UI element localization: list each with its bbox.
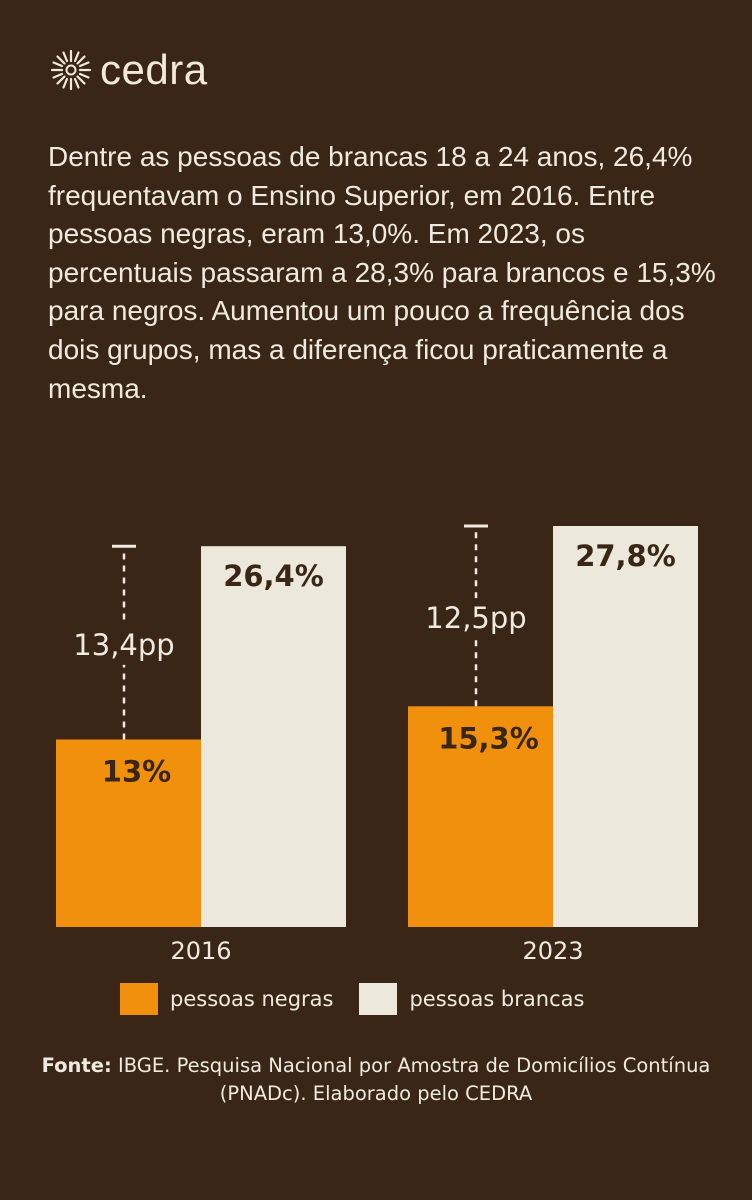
legend-swatch-negras — [120, 983, 158, 1015]
bar-negras-2016 — [56, 739, 201, 927]
bar-label-negras-2016: 13% — [102, 754, 171, 788]
gap-label-bg-2016 — [65, 624, 183, 665]
bar-chart: 13% 26,4% 13,4pp 2016 15,3% 27,8% 12,5pp 2023 — [56, 524, 698, 965]
legend-item-negras: pessoas negras — [120, 983, 333, 1015]
chart-legend: pessoas negras pessoas brancas — [120, 983, 610, 1015]
legend-item-brancas: pessoas brancas — [359, 983, 584, 1015]
bar-brancas-2016 — [201, 546, 346, 927]
brand-logo: cedra — [48, 44, 208, 96]
intro-paragraph: Dentre as pessoas de brancas 18 a 24 ano… — [48, 141, 716, 404]
source-note: Fonte: IBGE. Pesquisa Nacional por Amost… — [20, 1052, 732, 1108]
brand-name: cedra — [100, 46, 208, 93]
bar-negras-2023 — [408, 706, 553, 927]
bar-label-brancas-2016: 26,4% — [223, 559, 324, 593]
bar-label-negras-2023: 15,3% — [438, 721, 539, 755]
gap-label-2023: 12,5pp — [425, 601, 526, 635]
gap-label-bg-2023 — [417, 598, 535, 639]
bar-brancas-2023 — [553, 526, 698, 927]
x-tick-label-2016: 2016 — [170, 937, 231, 965]
legend-label-brancas: pessoas brancas — [409, 987, 585, 1011]
bar-label-brancas-2023: 27,8% — [575, 539, 676, 573]
source-prefix: Fonte: — [41, 1054, 112, 1077]
sun-burst-icon — [50, 49, 92, 91]
legend-label-negras: pessoas negras — [170, 987, 334, 1011]
legend-swatch-brancas — [359, 983, 398, 1015]
gap-label-2016: 13,4pp — [73, 628, 174, 662]
x-tick-label-2023: 2023 — [522, 937, 583, 965]
source-text: IBGE. Pesquisa Nacional por Amostra de D… — [111, 1054, 711, 1105]
